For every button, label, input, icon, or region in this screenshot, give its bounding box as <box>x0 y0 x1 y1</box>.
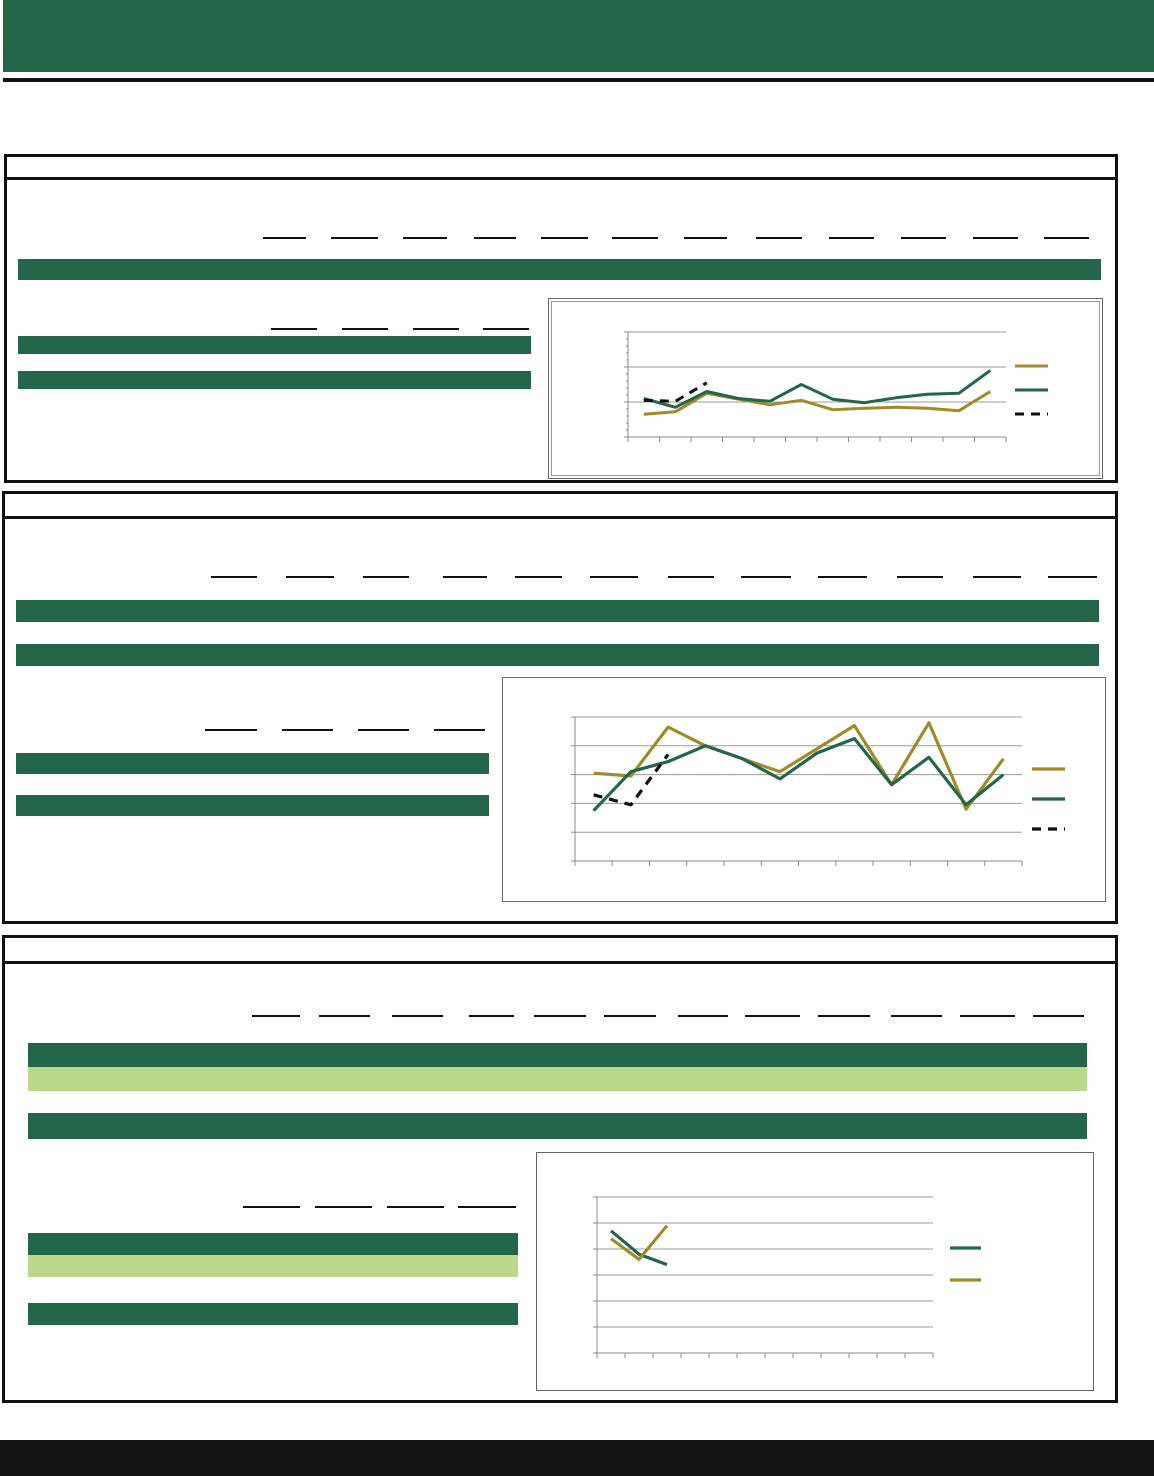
column-underline <box>252 1015 300 1017</box>
series-line-3 <box>593 753 670 807</box>
column-underline <box>363 576 409 578</box>
column-underline <box>829 237 874 239</box>
column-underline <box>403 237 447 239</box>
panel-1-summary-row-bar <box>18 371 531 389</box>
column-underline <box>891 1015 942 1017</box>
column-underline <box>818 576 867 578</box>
column-underline <box>243 1206 300 1208</box>
column-underline <box>282 729 333 731</box>
panel-3-title-divider <box>2 961 1118 964</box>
series-line-3 <box>643 381 708 403</box>
series-line-1 <box>643 390 992 416</box>
column-underline <box>434 729 485 731</box>
panel-1-summary-row-bar <box>18 336 531 354</box>
column-underline <box>392 1015 443 1017</box>
column-underline <box>331 237 378 239</box>
column-underline <box>745 1015 800 1017</box>
column-underline <box>668 576 714 578</box>
column-underline <box>263 237 306 239</box>
column-underline <box>604 1015 656 1017</box>
panel-3-summary-row-highlight <box>28 1255 518 1277</box>
panel-2-summary-row-bar <box>16 795 489 816</box>
column-underline <box>678 1015 728 1017</box>
panel-3-table-row-bar <box>28 1113 1087 1139</box>
column-underline <box>534 1015 586 1017</box>
series-line-1 <box>609 1229 668 1267</box>
column-underline <box>1033 1015 1084 1017</box>
series-line-2 <box>592 736 1005 812</box>
column-underline <box>901 237 946 239</box>
column-underline <box>590 576 638 578</box>
column-underline <box>541 237 588 239</box>
header-rule <box>3 78 1154 82</box>
panel-3-table-row-highlight <box>28 1067 1087 1091</box>
panel-3-line-chart <box>593 1196 981 1358</box>
column-underline <box>483 328 529 330</box>
panel-2-title-divider <box>2 516 1118 519</box>
panel-1-chart-frame <box>548 298 1103 479</box>
column-underline <box>1044 237 1089 239</box>
column-underline <box>1048 576 1097 578</box>
footer-band <box>0 1440 1154 1476</box>
column-underline <box>413 328 459 330</box>
column-underline <box>387 1206 444 1208</box>
panel-3-summary-row-bar <box>28 1303 518 1325</box>
panel-2-table-row-bar <box>16 644 1099 666</box>
column-underline <box>205 729 257 731</box>
column-underline <box>358 729 409 731</box>
column-underline <box>756 237 802 239</box>
column-underline <box>443 576 487 578</box>
column-underline <box>474 237 516 239</box>
panel-1-table-row-bar <box>18 259 1101 280</box>
header-band <box>3 0 1154 72</box>
panel-3-chart-frame <box>536 1152 1094 1391</box>
column-underline <box>286 576 334 578</box>
panel-2-chart-frame <box>502 677 1106 902</box>
column-underline <box>612 237 658 239</box>
column-underline <box>973 237 1018 239</box>
panel-2-line-chart <box>571 716 1065 866</box>
series-line-1 <box>593 721 1005 811</box>
column-underline <box>973 576 1021 578</box>
panel-3-summary-row-bar <box>28 1233 518 1255</box>
panel-2-summary-row-bar <box>16 753 489 774</box>
panel-3-table-row-bar <box>28 1043 1087 1067</box>
column-underline <box>458 1206 516 1208</box>
column-underline <box>469 1015 514 1017</box>
column-underline <box>211 576 257 578</box>
column-underline <box>818 1015 870 1017</box>
column-underline <box>315 1206 372 1208</box>
series-line-2 <box>643 369 992 409</box>
column-underline <box>342 328 388 330</box>
column-underline <box>741 576 791 578</box>
column-underline <box>897 576 943 578</box>
column-underline <box>684 237 727 239</box>
column-underline <box>271 328 317 330</box>
column-underline <box>515 576 562 578</box>
panel-2-table-row-bar <box>16 600 1099 622</box>
column-underline <box>960 1015 1015 1017</box>
series-line-2 <box>610 1224 669 1262</box>
panel-1-line-chart <box>624 331 1048 442</box>
column-underline <box>319 1015 370 1017</box>
panel-1-title-divider <box>4 177 1118 180</box>
